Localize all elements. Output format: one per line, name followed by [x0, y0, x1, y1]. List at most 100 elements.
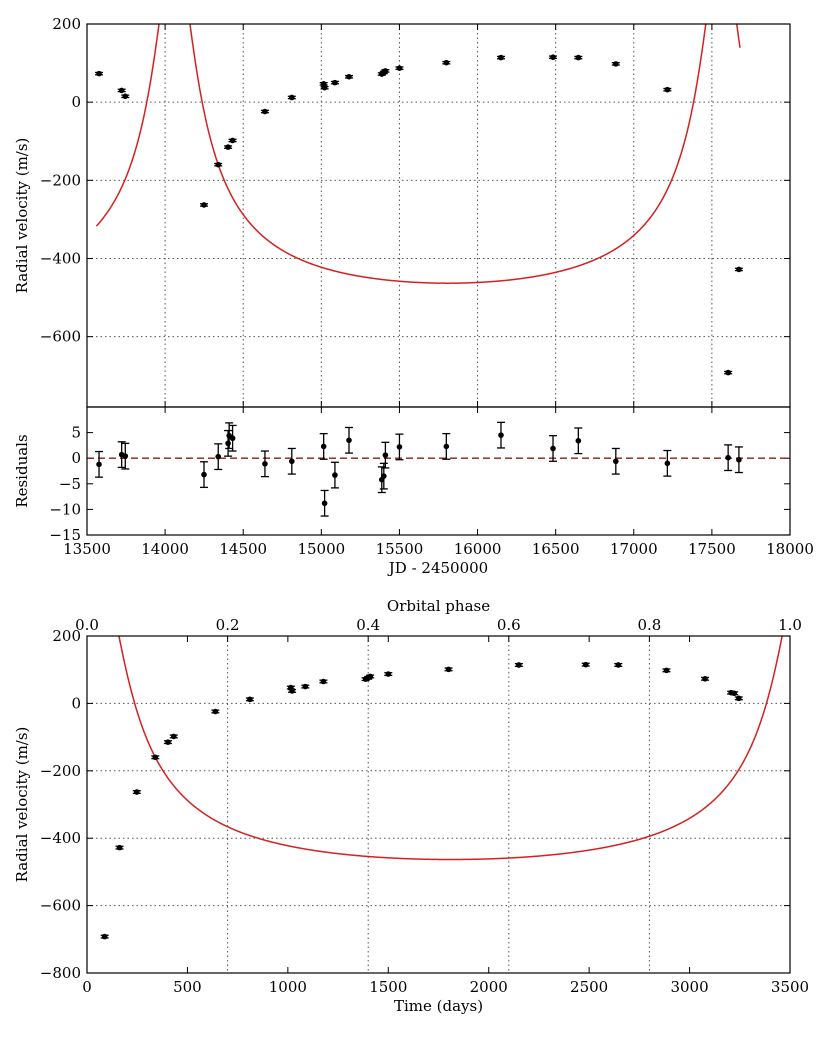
data-point	[445, 666, 452, 673]
data-point	[664, 86, 671, 93]
data-point	[550, 445, 556, 452]
data-point	[215, 161, 222, 168]
data-point	[225, 144, 231, 150]
data-point	[289, 688, 295, 694]
data-point	[134, 789, 140, 795]
residuals-panel: 13500 14000 14500 15000 15500 16000 16500 17000…	[13, 406, 814, 577]
data-point	[382, 68, 389, 74]
data-point	[116, 844, 123, 851]
x-tick-label: 2000	[470, 978, 508, 996]
data-point	[212, 708, 219, 715]
data-point	[201, 202, 207, 208]
x-tick-label: 15500	[376, 540, 424, 558]
data-point	[367, 673, 374, 680]
x-tick-label: 14500	[219, 540, 267, 558]
x-tick-label: 2500	[570, 978, 608, 996]
x-tick-label: 16000	[454, 540, 502, 558]
data-point	[346, 437, 352, 444]
x-axis-title: JD - 2450000	[387, 559, 488, 577]
data-point	[396, 444, 403, 450]
data-point	[225, 440, 231, 447]
axes-frame	[86, 406, 791, 536]
axes-frame	[86, 635, 791, 974]
data-point	[332, 79, 338, 86]
data-point	[332, 472, 338, 478]
y-tick-label: 5	[71, 424, 81, 442]
data-point	[320, 443, 327, 450]
y-tick-label: −15	[49, 526, 81, 544]
x-tick-label: 16500	[532, 540, 580, 558]
data-point	[550, 54, 556, 61]
x-tick-label: 15000	[297, 540, 345, 558]
data-point	[498, 432, 504, 438]
y-tick-label: −200	[40, 762, 81, 780]
data-point	[122, 453, 129, 459]
y-tick-label: −400	[40, 829, 81, 847]
top-x-tick-label: 1.0	[778, 616, 802, 634]
x-tick-label: 1000	[269, 978, 307, 996]
plot-area	[95, 24, 743, 376]
data-point	[498, 54, 504, 61]
data-point	[165, 739, 171, 745]
data-point	[385, 671, 392, 677]
top-x-tick-label: 0.4	[356, 616, 380, 634]
data-point	[96, 461, 102, 468]
y-tick-label: −5	[59, 475, 81, 493]
top-x-tick-label: 0.0	[75, 616, 99, 634]
data-point	[229, 435, 236, 442]
x-tick-label: 0	[82, 978, 92, 996]
data-point	[613, 458, 619, 465]
model-curve	[95, 24, 741, 284]
data-point	[96, 70, 102, 77]
data-point	[736, 266, 742, 273]
x-axis-title: Time (days)	[394, 997, 483, 1015]
x-tick-label: 14000	[141, 540, 189, 558]
data-point	[262, 461, 268, 467]
data-point	[346, 73, 352, 80]
x-tick-label: 3000	[670, 978, 708, 996]
y-tick-label: −10	[49, 500, 81, 518]
y-tick-label: 0	[71, 694, 81, 712]
y-axis-title: Radial velocity (m/s)	[13, 727, 31, 883]
top-x-tick-label: 0.8	[637, 616, 661, 634]
y-tick-label: 200	[52, 627, 81, 645]
data-point	[575, 437, 582, 444]
data-point	[443, 59, 450, 66]
data-point	[702, 675, 708, 682]
data-point	[725, 454, 731, 461]
data-point	[396, 65, 403, 71]
plot-area	[100, 636, 783, 940]
y-tick-label: −800	[40, 964, 81, 982]
y-tick-label: −200	[40, 171, 81, 189]
x-tick-label: 18000	[766, 540, 814, 558]
axes-frame	[86, 23, 791, 408]
data-point	[247, 696, 253, 703]
y-tick-label: −600	[40, 897, 81, 915]
y-tick-label: −600	[40, 328, 81, 346]
data-point	[302, 683, 309, 690]
top-x-axis-title: Orbital phase	[387, 597, 490, 615]
data-point	[382, 452, 389, 458]
data-point	[663, 667, 670, 674]
data-point	[381, 473, 387, 479]
data-point	[262, 108, 268, 115]
rv-phase-panel: 0 500 1000 1500 2000 2500 3000 35002000−200−400…	[13, 597, 809, 1015]
data-point	[170, 733, 177, 740]
y-axis-title: Residuals	[13, 434, 31, 507]
data-point	[615, 662, 622, 668]
data-point	[613, 61, 619, 67]
data-point	[725, 369, 731, 376]
x-tick-label: 500	[173, 978, 202, 996]
data-point	[101, 933, 108, 940]
model-curve	[118, 636, 783, 861]
x-tick-label: 3500	[771, 978, 809, 996]
x-tick-label: 1500	[369, 978, 407, 996]
data-point	[289, 94, 295, 101]
data-point	[736, 456, 742, 463]
data-point	[516, 662, 522, 668]
y-tick-label: 0	[71, 93, 81, 111]
data-point	[320, 678, 327, 685]
data-point	[122, 93, 129, 100]
y-tick-label: 0	[71, 449, 81, 467]
